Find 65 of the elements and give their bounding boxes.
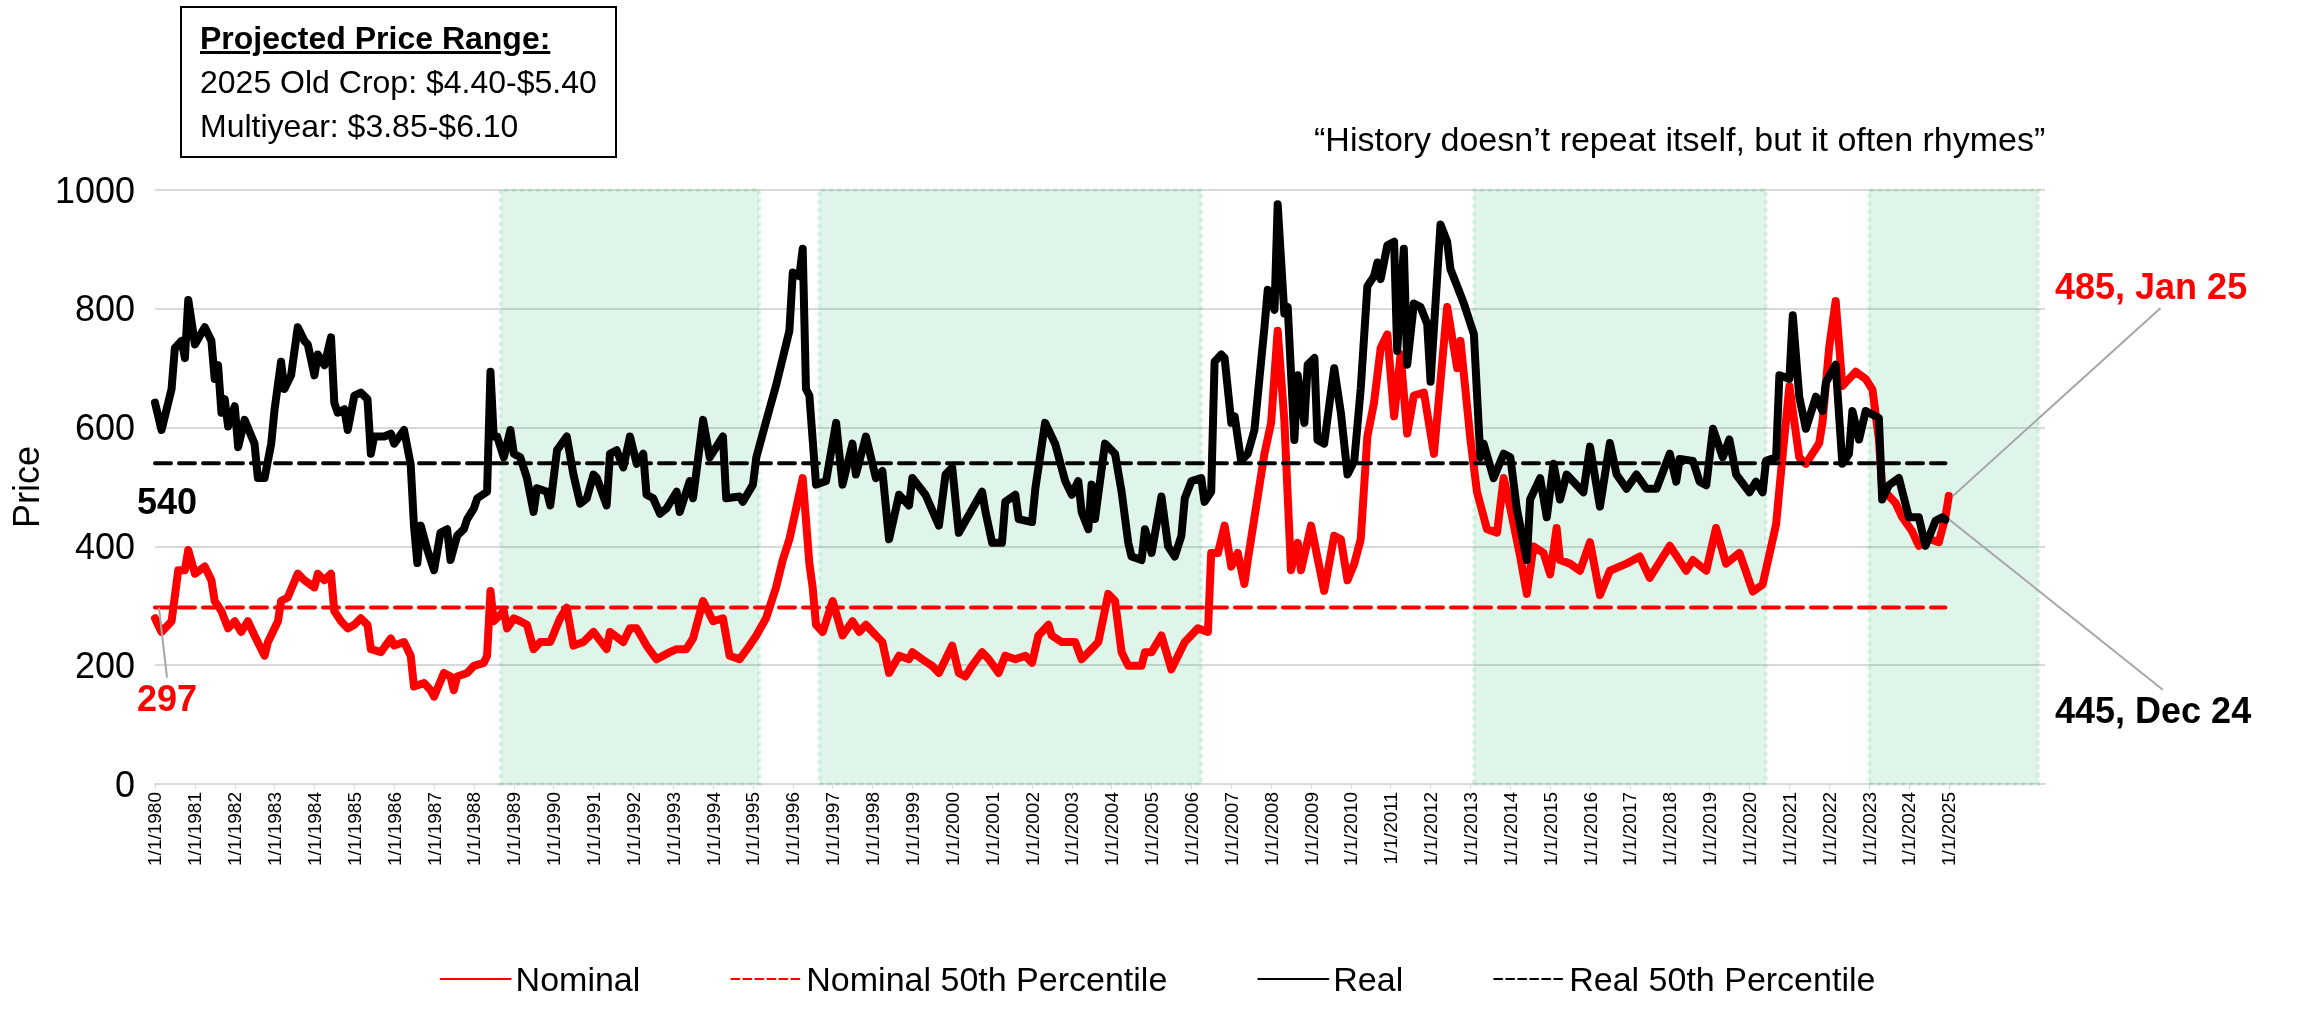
x-tick-label: 1/1/2023 [1858, 792, 1880, 866]
x-tick-label: 1/1/2010 [1340, 792, 1362, 866]
x-tick-label: 1/1/2009 [1300, 792, 1322, 866]
x-tick-label: 1/1/1992 [622, 792, 644, 866]
y-axis-title: Price [5, 445, 47, 529]
x-tick-label: 1/1/2008 [1260, 792, 1282, 866]
x-tick-label: 1/1/1995 [742, 792, 764, 866]
x-tick-label: 1/1/2004 [1101, 791, 1123, 866]
x-tick-label: 1/1/1989 [503, 792, 525, 866]
legend-label: Real [1333, 960, 1404, 998]
legend-label: Nominal [515, 960, 641, 998]
x-tick-label: 1/1/1990 [543, 792, 565, 866]
y-tick-label: 600 [74, 407, 135, 449]
x-tick-label: 1/1/2014 [1499, 791, 1521, 866]
x-tick-label: 1/1/1987 [423, 792, 445, 866]
x-tick-label: 1/1/1984 [303, 791, 325, 866]
annotation: 540 [136, 481, 198, 524]
x-tick-label: 1/1/2019 [1699, 792, 1721, 866]
text: Projected Price Range: [200, 19, 552, 58]
y-tick-label: 1000 [54, 169, 135, 211]
x-tick-label: 1/1/1981 [184, 792, 206, 866]
annotation: 297 [136, 677, 198, 720]
x-tick-label: 1/1/1993 [662, 792, 684, 866]
x-tick-label: 1/1/1980 [144, 792, 166, 866]
x-tick-label: 1/1/1991 [582, 792, 604, 866]
x-tick-label: 1/1/1982 [224, 792, 246, 866]
x-tick-label: 1/1/2005 [1141, 792, 1163, 866]
x-tick-label: 1/1/2013 [1460, 792, 1482, 866]
x-tick-label: 1/1/2024 [1898, 791, 1920, 866]
x-tick-label: 1/1/2021 [1778, 792, 1800, 866]
x-tick-label: 1/1/1994 [702, 791, 724, 866]
y-tick-label: 200 [74, 644, 135, 686]
x-tick-label: 1/1/1983 [264, 792, 286, 866]
x-tick-label: 1/1/1999 [901, 792, 923, 866]
annotation: 445, Dec 24 [2055, 689, 2252, 732]
y-tick-label: 800 [74, 288, 135, 330]
y-tick-label: 400 [74, 525, 135, 567]
x-tick-label: 1/1/2020 [1738, 792, 1760, 866]
legend-label: Real 50th Percentile [1569, 960, 1876, 998]
x-tick-label: 1/1/1988 [463, 792, 485, 866]
y-tick-label: 0 [114, 763, 135, 805]
x-tick-label: 1/1/2003 [1061, 792, 1083, 866]
x-tick-label: 1/1/1985 [343, 792, 365, 866]
x-tick-label: 1/1/2016 [1579, 792, 1601, 866]
x-tick-label: 1/1/2011 [1380, 792, 1402, 865]
text: 2025 Old Crop: $4.40-$5.40 [200, 63, 597, 102]
annotation: 485, Jan 25 [2055, 265, 2248, 308]
x-tick-label: 1/1/2022 [1818, 792, 1840, 866]
x-tick-label: 1/1/1998 [862, 792, 884, 866]
x-tick-label: 1/1/2018 [1659, 792, 1681, 866]
x-tick-label: 1/1/2017 [1619, 792, 1641, 866]
x-tick-label: 1/1/2001 [981, 792, 1003, 866]
text: “History doesn’t repeat itself, but it often rhymes” [1314, 120, 2046, 159]
x-tick-label: 1/1/2002 [1021, 792, 1043, 866]
legend-label: Nominal 50th Percentile [806, 960, 1168, 998]
x-tick-label: 1/1/2000 [941, 792, 963, 866]
text: Multiyear: $3.85-$6.10 [200, 107, 520, 146]
x-tick-label: 1/1/2006 [1180, 792, 1202, 866]
x-tick-label: 1/1/2015 [1539, 792, 1561, 866]
x-tick-label: 1/1/1996 [782, 792, 804, 866]
x-tick-label: 1/1/2025 [1938, 792, 1960, 866]
x-tick-label: 1/1/2007 [1220, 792, 1242, 866]
x-tick-label: 1/1/2012 [1420, 792, 1442, 866]
x-tick-label: 1/1/1986 [383, 792, 405, 866]
x-tick-label: 1/1/1997 [822, 792, 844, 866]
